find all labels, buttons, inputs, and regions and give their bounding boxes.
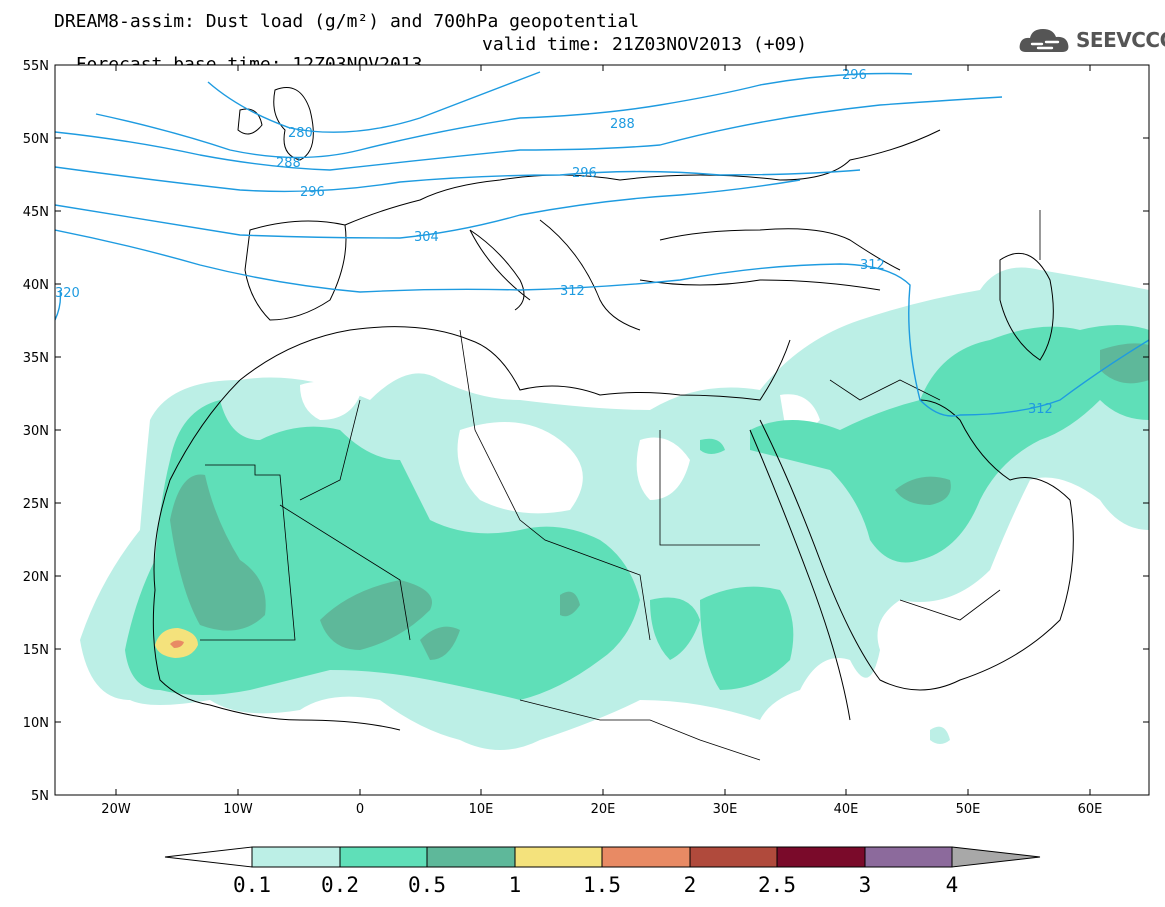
- contour-labels: 296 280 288 288 296 296 304 312 312 312 …: [55, 68, 1053, 417]
- lon-label: 10W: [223, 802, 253, 817]
- contour-label: 296: [300, 185, 325, 200]
- dust-level-1: [155, 628, 198, 658]
- lat-label: 35N: [23, 351, 49, 366]
- lon-label: 10E: [469, 802, 494, 817]
- contour-label: 312: [1028, 402, 1053, 417]
- colorbar-label: 2.5: [758, 873, 796, 897]
- lat-label: 25N: [23, 497, 49, 512]
- colorbar-segment: [426, 846, 516, 868]
- colorbar-labels: 0.1 0.2 0.5 1 1.5 2 2.5 3 4: [233, 873, 958, 897]
- cloud-logo-icon: [1019, 29, 1069, 52]
- map-title: DREAM8-assim: Dust load (g/m²) and 700hP…: [54, 11, 640, 32]
- latitude-labels: 55N 50N 45N 40N 35N 30N 25N 20N 15N 10N …: [23, 59, 49, 804]
- contour-label: 312: [560, 284, 585, 299]
- colorbar-label: 0.2: [321, 873, 359, 897]
- colorbar-segment: [514, 846, 603, 868]
- colorbar-segment: [251, 846, 341, 868]
- colorbar-segment: [689, 846, 778, 868]
- colorbar-segment: [339, 846, 428, 868]
- longitude-labels: 20W 10W 0 10E 20E 30E 40E 50E 60E: [101, 802, 1102, 817]
- lon-label: 60E: [1078, 802, 1103, 817]
- contour-label: 304: [414, 230, 439, 245]
- lat-label: 50N: [23, 132, 49, 147]
- colorbar-label: 1.5: [583, 873, 621, 897]
- contour-label: 288: [276, 156, 301, 171]
- lat-label: 10N: [23, 716, 49, 731]
- colorbar-label: 1: [509, 873, 522, 897]
- lat-label: 55N: [23, 59, 49, 74]
- colorbar-label: 0.1: [233, 873, 271, 897]
- colorbar-low-arrow: [164, 846, 253, 868]
- lat-label: 5N: [31, 789, 49, 804]
- colorbar-segment: [864, 846, 953, 868]
- lon-label: 40E: [834, 802, 859, 817]
- valid-time-text: valid time: 21Z03NOV2013 (+09): [482, 34, 808, 55]
- seevccc-logo: SEEVCCC: [1018, 24, 1165, 58]
- contour-label: 320: [55, 286, 80, 301]
- coastlines: [152, 87, 1074, 731]
- lat-label: 20N: [23, 570, 49, 585]
- colorbar-label: 4: [946, 873, 959, 897]
- map-area: 296 280 288 288 296 296 304 312 312 312 …: [55, 65, 1149, 795]
- lat-label: 15N: [23, 643, 49, 658]
- lon-label: 0: [356, 802, 364, 817]
- dust-level-05: [170, 343, 1149, 660]
- lat-label: 45N: [23, 205, 49, 220]
- dust-level-02: [125, 325, 1149, 700]
- contour-label: 280: [288, 126, 313, 141]
- contour-label: 288: [610, 117, 635, 132]
- lon-label: 20E: [591, 802, 616, 817]
- lon-label: 20W: [101, 802, 131, 817]
- country-borders: [200, 210, 1041, 761]
- logo-text: SEEVCCC: [1076, 28, 1165, 52]
- lon-label: 50E: [956, 802, 981, 817]
- colorbar-label: 0.5: [408, 873, 446, 897]
- contour-label: 296: [572, 166, 597, 181]
- contour-label: 312: [860, 258, 885, 273]
- colorbar-label: 2: [684, 873, 697, 897]
- lon-label: 30E: [713, 802, 738, 817]
- colorbar-segment: [776, 846, 866, 868]
- lat-label: 40N: [23, 278, 49, 293]
- colorbar-label: 3: [859, 873, 872, 897]
- axis-ticks: [55, 64, 1149, 795]
- colorbar-high-arrow: [951, 846, 1041, 868]
- dust-clear-areas: [300, 381, 820, 514]
- colorbar: [164, 846, 1041, 868]
- geopotential-contours: [55, 71, 1149, 417]
- lat-label: 30N: [23, 424, 49, 439]
- colorbar-segment: [601, 846, 691, 868]
- contour-label: 296: [842, 68, 867, 83]
